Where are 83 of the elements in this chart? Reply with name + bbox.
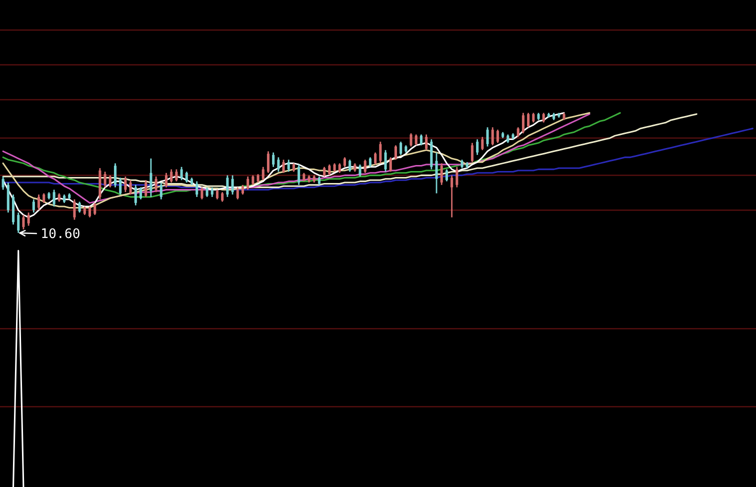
candlestick (516, 126, 520, 138)
candlestick (420, 134, 422, 146)
candlestick (200, 186, 204, 200)
candlestick (185, 171, 188, 184)
candlestick (42, 192, 46, 204)
candlestick (236, 186, 239, 200)
candlestick (328, 164, 331, 176)
candlestick (226, 174, 229, 198)
candlestick (196, 180, 198, 198)
candlestick (476, 138, 479, 156)
candlestick (266, 150, 270, 174)
candlestick (527, 112, 530, 128)
candlestick (470, 142, 474, 163)
candlestick (410, 132, 412, 148)
candlestick (32, 198, 35, 214)
candlestick (481, 136, 484, 151)
candlestick (400, 141, 402, 156)
candlestick (491, 126, 494, 146)
candlestick (450, 174, 454, 218)
candlestick (414, 134, 418, 146)
candlestick (262, 166, 264, 181)
candlestick (17, 212, 20, 234)
candlestick (206, 186, 208, 198)
candlestick (216, 189, 219, 200)
candlestick (282, 159, 285, 174)
candlestick (287, 159, 290, 172)
candlestick (394, 144, 397, 160)
candlestick (104, 171, 106, 188)
candlestick (94, 202, 96, 216)
candlestick (368, 156, 372, 168)
candlestick (52, 189, 56, 208)
candlestick (180, 166, 183, 181)
candlestick (114, 162, 117, 188)
annotation: 10.60 (42, 228, 80, 238)
candlestick (338, 162, 341, 174)
candlestick (522, 112, 524, 134)
candlestick (231, 174, 234, 196)
candlestick (435, 152, 438, 194)
candlestick (160, 182, 162, 200)
candlestick (170, 168, 173, 184)
candlestick (221, 191, 224, 202)
candlestick (272, 152, 275, 168)
candlestick (144, 179, 148, 198)
candlestick (27, 212, 30, 226)
candlestick (175, 168, 178, 182)
candlestick (445, 168, 448, 182)
candlestick (379, 141, 382, 164)
candlestick (154, 176, 158, 193)
candlestick (246, 176, 250, 190)
candlestick (323, 166, 326, 178)
candlestick (124, 176, 127, 193)
candlestick (37, 194, 40, 211)
candlestick (358, 164, 362, 178)
candlestick (532, 112, 535, 124)
candlestick (2, 176, 4, 190)
candlestick (134, 184, 137, 206)
candlestick (241, 184, 244, 196)
candlestick (348, 159, 352, 172)
candlestick (277, 156, 280, 172)
candlestick (164, 172, 168, 188)
candlestick (440, 162, 443, 186)
candlestick (486, 126, 489, 148)
candlestick (108, 174, 112, 188)
candlestick (298, 164, 300, 186)
candlestick (139, 186, 142, 200)
candlestick (150, 158, 152, 198)
candlestick (343, 156, 346, 168)
candlestick (252, 174, 254, 186)
candlestick (73, 198, 76, 220)
candlestick (374, 152, 377, 166)
candlestick (78, 201, 81, 214)
candlestick (542, 112, 545, 124)
candlestick (364, 159, 366, 174)
candlestick (389, 156, 392, 172)
candlestick (456, 166, 458, 188)
candlestick (425, 134, 428, 151)
candlestick (22, 214, 25, 230)
candlestick (88, 206, 92, 218)
candlestick (384, 149, 387, 172)
candlestick (129, 179, 132, 196)
candlestick (119, 177, 122, 196)
candlestick (496, 128, 499, 144)
candlestick (210, 186, 214, 198)
